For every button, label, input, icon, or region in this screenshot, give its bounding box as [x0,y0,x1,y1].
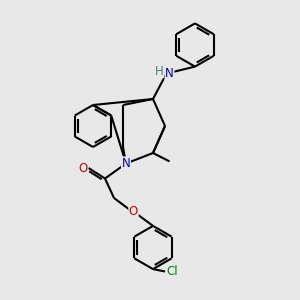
Text: H: H [154,64,164,78]
Text: N: N [165,67,174,80]
Text: O: O [129,205,138,218]
Text: O: O [79,161,88,175]
Text: Cl: Cl [167,265,178,278]
Text: N: N [122,157,130,170]
